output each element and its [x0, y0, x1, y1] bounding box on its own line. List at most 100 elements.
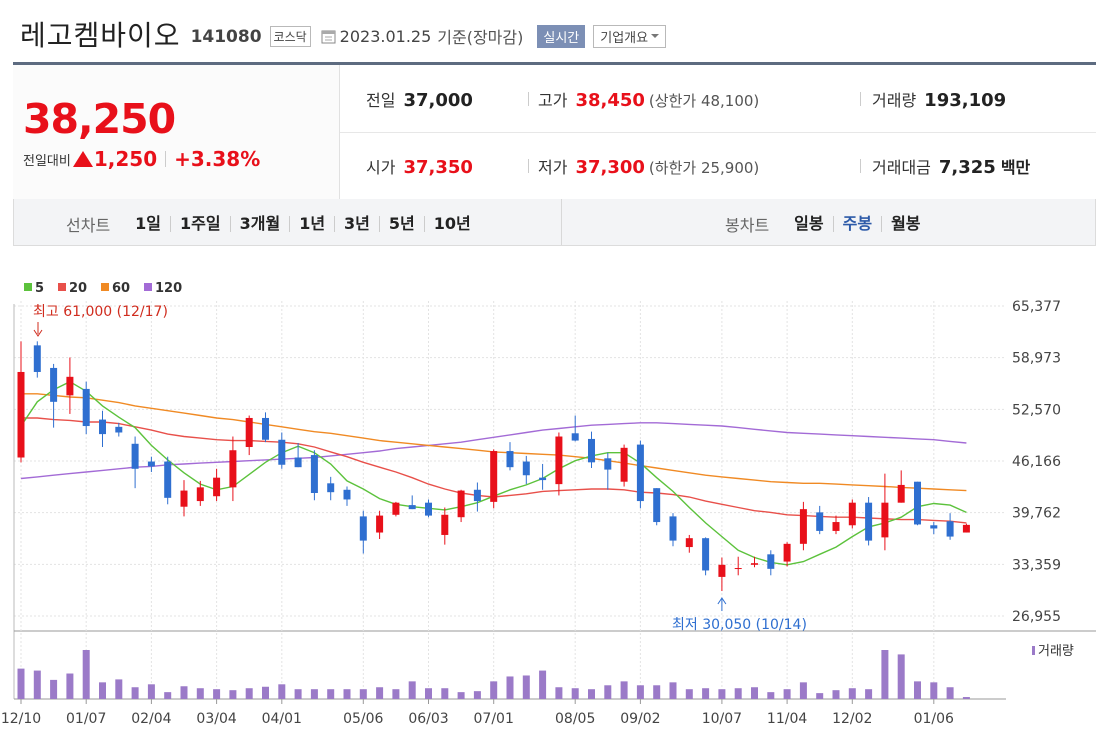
- tab-daily[interactable]: 일봉: [794, 214, 824, 233]
- tab-3y[interactable]: 3년: [334, 216, 379, 232]
- divider: [561, 199, 562, 245]
- tab-1y[interactable]: 1년: [289, 216, 334, 232]
- x-tick-label: 07/01: [474, 711, 514, 727]
- volume-bar: [196, 688, 204, 699]
- volume-bar: [147, 684, 155, 699]
- candle-body: [376, 515, 384, 533]
- volume-bar: [848, 688, 856, 699]
- volume-bar: [115, 679, 123, 699]
- x-tick-label: 01/06: [914, 711, 954, 727]
- trade-value: 7,325: [938, 157, 996, 178]
- candle-body: [245, 417, 253, 448]
- x-tick-label: 02/04: [131, 711, 171, 727]
- x-tick-label: 11/04: [767, 711, 807, 727]
- tab-5y[interactable]: 5년: [378, 216, 424, 232]
- volume-bar: [82, 650, 90, 699]
- tab-weekly[interactable]: 주봉: [832, 216, 881, 232]
- max-price-annotation: 최고 61,000 (12/17): [33, 304, 168, 320]
- volume-bar: [669, 682, 677, 699]
- change-label: 전일대비: [23, 153, 71, 169]
- y-tick-label: 65,377: [1012, 299, 1061, 315]
- candle-body: [180, 490, 188, 507]
- quote-row-2: 시가 37,350 저가 37,300 (하한가 25,900) 거래대금 7,…: [340, 132, 1096, 199]
- volume-bar: [783, 689, 791, 699]
- candle-body: [473, 489, 481, 502]
- candle-body: [571, 433, 579, 441]
- volume-bar: [441, 688, 449, 699]
- candle-body: [718, 564, 726, 577]
- quote-row-1: 전일 37,000 고가 38,450 (상한가 48,100) 거래량 193…: [340, 65, 1096, 133]
- candle-body: [490, 451, 498, 502]
- as-of-label: 기준(장마감): [437, 28, 524, 47]
- candle-body: [734, 568, 742, 570]
- max-arrow-head: [33, 329, 43, 337]
- volume-bar: [636, 685, 644, 699]
- candle-body: [946, 521, 954, 537]
- volume-label: 거래량: [872, 91, 917, 110]
- y-tick-label: 26,955: [1012, 609, 1061, 625]
- volume-legend-label: 거래량: [1038, 644, 1074, 659]
- candle-body: [962, 524, 970, 533]
- realtime-button[interactable]: 실시간: [537, 24, 586, 48]
- volume-bar: [50, 679, 58, 699]
- chevron-down-icon: [651, 34, 660, 38]
- volume-bar: [571, 688, 579, 699]
- company-name: 레고켐바이오: [20, 19, 181, 52]
- volume-bar: [229, 690, 237, 699]
- tab-monthly[interactable]: 월봉: [881, 216, 929, 232]
- volume-bar: [359, 689, 367, 699]
- candle-body: [66, 376, 74, 396]
- low-item: 저가 37,300 (하한가 25,900): [538, 154, 759, 178]
- tab-10y[interactable]: 10년: [423, 216, 480, 232]
- volume-bars: 거래량: [17, 644, 1074, 699]
- high-value: 38,450: [575, 90, 645, 111]
- volume-bar: [604, 685, 612, 699]
- candle-body: [50, 367, 58, 402]
- calendar-icon: [321, 30, 336, 43]
- weekly-candlestick-chart[interactable]: 5 20 60 120 거래량 65,377 58,973 52,570 46,166 39,…: [0, 258, 1096, 737]
- candle-body: [767, 554, 775, 569]
- low-label: 저가: [538, 158, 568, 177]
- annotations: 최고 61,000 (12/17) 최저 30,050 (10/14): [33, 304, 807, 633]
- candle-body: [392, 502, 400, 515]
- candle-chart-label: 봉차트: [725, 216, 770, 235]
- volume-bar: [751, 687, 758, 699]
- volume-bar: [962, 697, 970, 699]
- volume-bar: [33, 670, 41, 699]
- candle-body: [294, 457, 302, 468]
- line-chart-label: 선차트: [66, 216, 111, 235]
- x-tick-label: 04/01: [262, 711, 302, 727]
- volume-bar: [294, 689, 302, 699]
- volume-bar: [180, 686, 188, 699]
- min-arrow-head: [717, 597, 727, 605]
- volume-bar: [490, 681, 498, 699]
- y-axis: 65,377 58,973 52,570 46,166 39,762 33,359 26,9…: [1012, 299, 1061, 625]
- tab-3m[interactable]: 3개월: [229, 216, 290, 232]
- legend-label: 120: [155, 281, 182, 296]
- tab-1w[interactable]: 1주일: [170, 216, 230, 232]
- candle-body: [262, 417, 269, 440]
- company-overview-dropdown[interactable]: 기업개요: [593, 24, 667, 48]
- high-item: 고가 38,450 (상한가 48,100): [538, 87, 759, 111]
- x-axis: 12/10 01/07 02/04 03/04 04/01 05/06 06/03 07/01…: [1, 699, 954, 727]
- candle-body: [783, 543, 791, 562]
- volume-bar: [685, 689, 693, 699]
- candle-body: [865, 502, 873, 541]
- divider: [860, 92, 861, 106]
- candle-body: [881, 502, 889, 538]
- tab-1d[interactable]: 1일: [135, 214, 162, 233]
- candle-body: [702, 538, 710, 571]
- current-price: 38,250: [23, 95, 176, 143]
- volume-bar: [262, 686, 269, 699]
- change-value: 1,250: [93, 147, 158, 171]
- volume-bar: [718, 689, 726, 699]
- candle-body: [604, 458, 612, 470]
- volume-bar: [376, 687, 384, 699]
- volume-bar: [702, 688, 710, 699]
- trade-value-label: 거래대금: [872, 158, 931, 177]
- volume-bar: [473, 691, 481, 699]
- volume-bar: [213, 689, 221, 699]
- candle-body: [897, 484, 905, 503]
- divider: [528, 159, 529, 173]
- candle-body: [115, 426, 123, 433]
